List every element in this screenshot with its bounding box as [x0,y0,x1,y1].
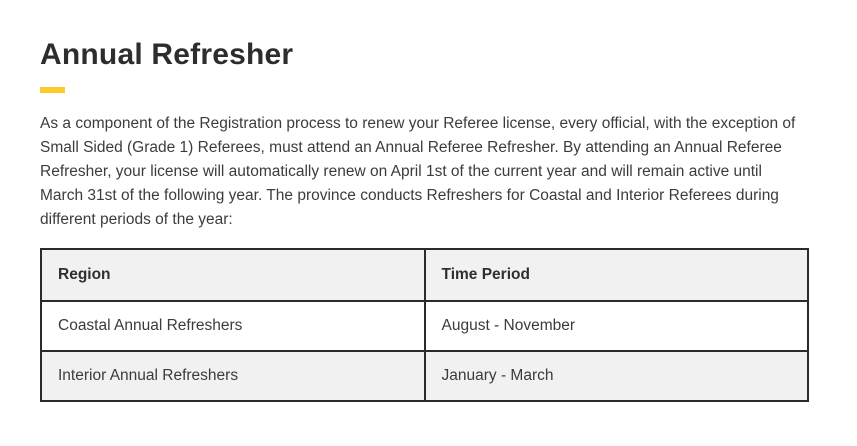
table-header-region: Region [40,247,426,302]
table-cell-time-period: August - November [423,299,809,352]
table-cell-region: Interior Annual Refreshers [40,349,426,402]
intro-paragraph: As a component of the Registration proce… [40,114,796,228]
page-content: Annual Refresher As a component of the R… [40,38,809,402]
table-body: Coastal Annual Refreshers August - Novem… [40,299,809,402]
table-header-time-period: Time Period [423,247,809,302]
table-cell-time-period: January - March [423,349,809,402]
accent-bar [40,86,65,93]
table-header-row: Region Time Period [40,247,809,302]
table-row: Coastal Annual Refreshers August - Novem… [40,299,809,352]
page-title: Annual Refresher [40,38,294,71]
table-head: Region Time Period [40,247,809,302]
table-cell-region: Coastal Annual Refreshers [40,299,426,352]
refresher-schedule-table: Region Time Period Coastal Annual Refres… [40,247,809,402]
table-row: Interior Annual Refreshers January - Mar… [40,349,809,402]
